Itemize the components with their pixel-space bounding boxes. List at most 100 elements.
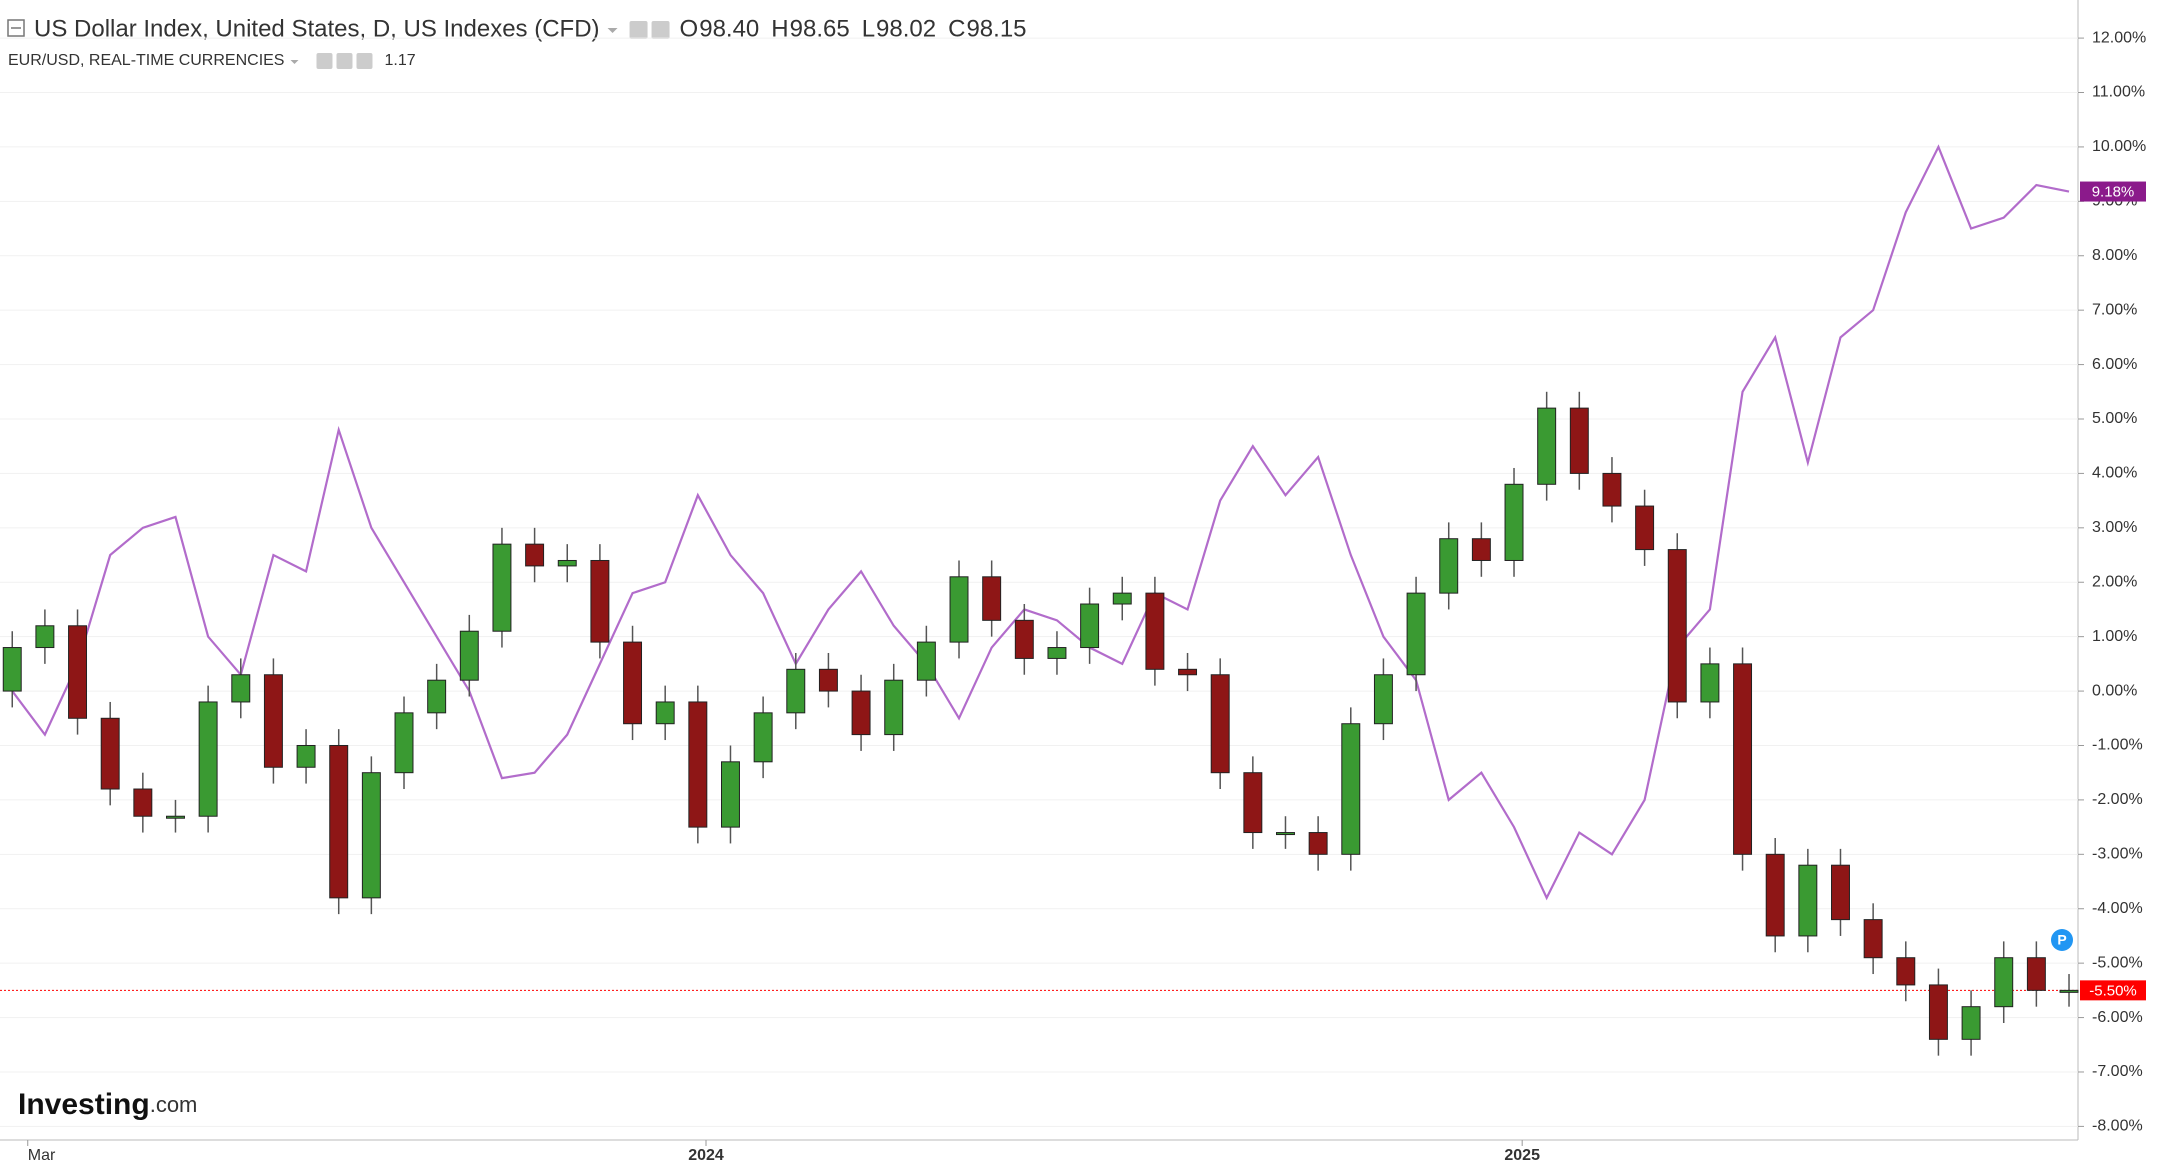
candle-body [459,630,479,681]
candle-body [557,559,577,567]
candle-body [1635,505,1655,551]
y-tick-label: 3.00% [2092,519,2137,536]
settings-icon[interactable] [629,21,648,39]
candle-body [1341,723,1361,855]
eurusd-line [11,144,2070,901]
y-tick-label: 4.00% [2092,465,2137,482]
settings-icon[interactable] [336,53,353,69]
compare-value: 1.17 [384,52,415,69]
event-marker[interactable] [2051,929,2073,951]
settings-icon[interactable] [356,53,373,69]
candle-body [329,744,349,899]
candle-body [1667,549,1687,703]
candle-body [1896,957,1916,986]
y-tick-label: 10.00% [2092,138,2146,155]
candle-body [133,788,153,817]
candle-body [623,641,643,725]
candle-body [884,679,904,736]
candle-body [2026,957,2046,991]
last-value-label: -5.50% [2089,982,2137,999]
candle-body [1765,853,1785,937]
y-tick-label: 2.00% [2092,573,2137,590]
candle-body [2059,989,2079,993]
candle-body [1308,832,1328,855]
candle-body [361,772,381,899]
candle-body [1439,538,1459,594]
brand-name: Investing [18,1088,150,1121]
candle-body [1406,592,1426,676]
candle-body [1210,674,1230,774]
last-value-badge [2080,181,2146,202]
y-tick-label: -6.00% [2092,1009,2143,1026]
candle-body [166,815,185,819]
candle-body [35,625,55,649]
candle-body [1276,832,1295,836]
settings-icon[interactable] [316,53,333,69]
candle-body [1243,772,1263,834]
candle-body [394,712,414,774]
candle-body [296,744,316,768]
candle-body [590,559,610,643]
y-tick-label: -7.00% [2092,1063,2143,1080]
candle-body [1928,984,1948,1040]
candle-body [525,543,545,567]
y-tick-label: 8.00% [2092,247,2137,264]
x-tick-label: 2024 [688,1147,724,1164]
y-tick-label: -1.00% [2092,737,2143,754]
candle-body [198,701,218,817]
x-tick-label: 2025 [1504,1147,1540,1164]
candle-body [1471,538,1491,561]
last-value-badge [2080,980,2146,1001]
candle-body [1733,663,1753,855]
candle-body [1145,592,1165,670]
candle-body [1047,647,1067,659]
candle-body [916,641,936,681]
dropdown-arrow [607,28,618,33]
ohlc-letter: L [862,15,875,42]
candle-body [786,668,806,714]
candle-body [100,717,120,790]
candle-body [1373,674,1393,725]
candle-body [1602,472,1622,507]
candle-body [818,668,838,692]
brand-suffix: .com [150,1092,198,1117]
candle-body [68,625,88,719]
compare-title: EUR/USD, REAL-TIME CURRENCIES [8,52,284,69]
y-tick-label: 6.00% [2092,356,2137,373]
candle-body [753,712,773,763]
candle-body [2,647,22,692]
event-marker-label: P [2057,932,2066,948]
y-tick-label: -4.00% [2092,900,2143,917]
x-tick-label: Mar [28,1147,56,1164]
settings-icon[interactable] [651,21,670,39]
y-tick-label: -2.00% [2092,791,2143,808]
candle-body [655,701,675,725]
candle-body [1080,603,1100,649]
candle-body [688,701,708,828]
last-value-label: 9.18% [2092,184,2135,201]
brand: Investing.com [18,1088,197,1121]
candle-body [492,543,512,632]
candle-body [1504,483,1524,561]
y-tick-label: 1.00% [2092,628,2137,645]
candle-body [1831,864,1850,921]
y-tick-label: -8.00% [2092,1118,2143,1135]
y-tick-label: 7.00% [2092,301,2137,318]
y-tick-label: -5.00% [2092,954,2143,971]
candle-body [982,576,1002,621]
candle-body [1961,1006,1981,1040]
grid [0,37,2078,1127]
y-tick-label: -3.00% [2092,846,2143,863]
y-tick-label: 5.00% [2092,410,2137,427]
candle-body [263,674,283,768]
candle-body [1994,957,2014,1008]
ohlc-letter: O [680,15,699,42]
candle-body [949,576,969,643]
ohlc-letter: H [771,15,788,42]
collapse-icon[interactable] [7,19,25,37]
candle-body [1112,592,1132,605]
candle-body [427,679,447,714]
candle-body [1863,919,1883,959]
